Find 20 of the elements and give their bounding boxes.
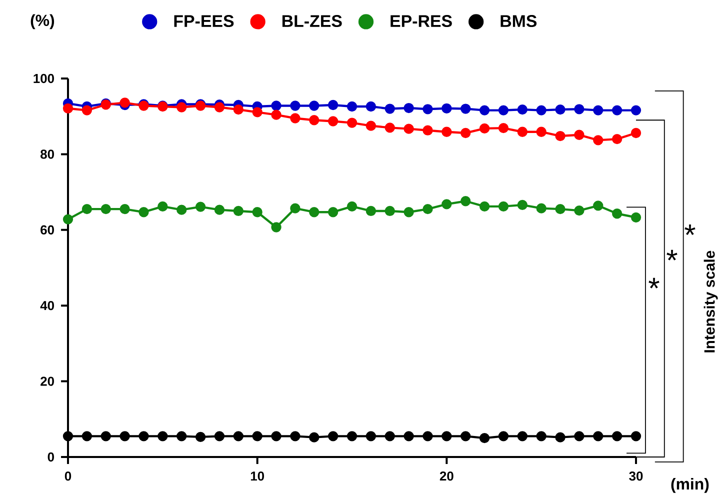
text: *	[666, 250, 678, 260]
x-tick-label: 30	[629, 471, 643, 481]
x-axis-title: (min)	[671, 478, 709, 493]
text: *	[648, 278, 660, 288]
x-tick-label: 0	[64, 471, 72, 481]
y-tick-label: 40	[40, 301, 54, 310]
x-tick-label: 20	[440, 471, 454, 481]
text: *	[684, 224, 696, 236]
y-axis-title: (%)	[30, 14, 54, 30]
y-tick-label: 20	[40, 376, 54, 386]
legend-label: FP-EES	[174, 15, 234, 28]
y-tick-label: 0	[48, 452, 54, 462]
legend-label: BL-ZES	[282, 15, 342, 28]
legend-label: BMS	[500, 15, 537, 28]
legend-label: EP-RES	[390, 15, 452, 28]
y-tick-label: 100	[34, 74, 54, 84]
y-tick-label: 60	[40, 225, 54, 234]
x-tick-label: 10	[250, 471, 264, 481]
y-tick-label: 80	[40, 150, 54, 159]
text: Intensity scale	[704, 250, 718, 352]
